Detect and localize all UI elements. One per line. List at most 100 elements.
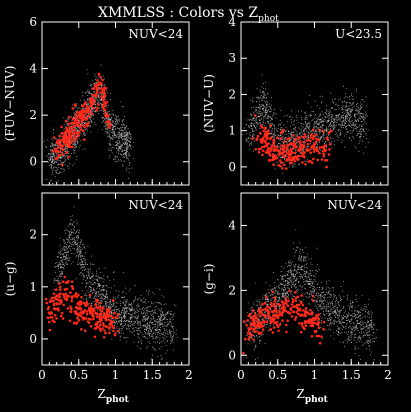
bottom-left-field-point [129, 288, 131, 290]
bottom-left-field-point [159, 309, 161, 311]
bottom-left-field-point [77, 261, 79, 263]
top-right-field-point [352, 137, 354, 139]
top-left-field-point [128, 177, 130, 179]
top-left-field-point [65, 146, 67, 148]
top-left-field-point [78, 146, 80, 149]
top-left-field-point [52, 143, 54, 145]
bottom-left-field-point [71, 224, 73, 226]
top-left-field-point [111, 124, 113, 126]
top-left-field-point [109, 136, 111, 138]
top-left-field-point [125, 137, 128, 140]
bottom-left-field-point [147, 307, 149, 309]
top-left-field-point [73, 112, 75, 114]
bottom-left-field-point [146, 322, 148, 324]
top-left-field-point [112, 125, 114, 127]
top-left-field-point [86, 69, 88, 71]
top-left-field-point [53, 144, 55, 146]
top-left-field-point [117, 155, 119, 157]
bottom-left-field-point [170, 334, 172, 337]
top-left-red-point [102, 107, 105, 111]
top-left-field-point [116, 161, 118, 163]
bottom-left-field-point [160, 311, 162, 313]
top-right-field-point [322, 123, 324, 125]
bottom-left-field-point [154, 349, 156, 351]
top-right-field-point [282, 136, 284, 138]
top-right-field-point [250, 125, 252, 128]
bottom-left-field-point [161, 322, 163, 324]
bottom-left-field-point [108, 313, 111, 315]
bottom-left-field-point [105, 302, 107, 304]
top-right-field-point [291, 110, 293, 112]
top-left-field-point [57, 159, 59, 161]
bottom-left-field-point [133, 316, 135, 318]
top-right-field-point [361, 128, 363, 130]
top-left-field-point [77, 142, 79, 144]
top-right-field-point [320, 127, 322, 129]
bottom-left-field-point [66, 229, 68, 232]
top-left-field-point [79, 99, 81, 101]
top-right-field-point [261, 112, 263, 115]
bottom-left-field-point [146, 312, 148, 314]
top-right-field-point [264, 100, 266, 102]
bottom-left-field-point [91, 276, 93, 278]
top-left-field-point [120, 146, 122, 148]
top-left-field-point [107, 148, 109, 150]
top-right-field-point [357, 102, 359, 105]
top-right-field-point [360, 112, 362, 114]
bottom-left-field-point [139, 323, 141, 325]
top-right-field-point [330, 108, 332, 110]
bottom-left-red-point [108, 331, 111, 335]
top-right-field-point [262, 120, 264, 122]
top-left-field-point [61, 152, 63, 154]
top-left-field-point [91, 115, 93, 117]
bottom-left-red-point [76, 313, 79, 316]
bottom-left-field-point [122, 309, 124, 311]
top-right-field-point [273, 133, 275, 136]
bottom-left-field-point [61, 263, 63, 266]
top-right-field-point [309, 128, 311, 130]
bottom-left-field-point [73, 253, 75, 255]
bottom-left-field-point [70, 263, 72, 265]
top-left-field-point [58, 159, 60, 162]
top-right-field-point [296, 132, 298, 134]
bottom-left-field-point [120, 319, 122, 321]
top-left-field-point [51, 153, 53, 155]
top-left-field-point [63, 127, 65, 130]
bottom-left-field-point [148, 331, 150, 333]
bottom-left-field-point [148, 289, 150, 291]
top-left-field-point [126, 142, 129, 144]
top-left-field-point [126, 147, 128, 149]
bottom-left-field-point [151, 310, 153, 312]
bottom-left-field-point [105, 293, 107, 295]
top-right-field-point [273, 135, 276, 137]
bottom-left-field-point [79, 229, 81, 231]
top-right-field-point [255, 127, 257, 129]
top-right-field-point [250, 113, 252, 115]
top-right-field-point [277, 134, 279, 136]
top-right-field-point [252, 100, 254, 102]
top-right-field-point [248, 137, 250, 139]
bottom-left-field-point [85, 286, 87, 288]
top-right-field-point [250, 142, 252, 144]
top-right-field-point [259, 128, 261, 130]
top-right-field-point [264, 111, 266, 113]
top-right-red-point [317, 138, 320, 142]
top-left-field-point [103, 125, 105, 127]
bottom-left-field-point [117, 309, 119, 311]
top-right-field-point [338, 99, 340, 101]
top-left-field-point [130, 148, 132, 150]
top-right-field-point [314, 117, 316, 119]
top-right-field-point [262, 108, 265, 110]
bottom-left-red-point [116, 313, 120, 317]
bottom-left-field-point [167, 324, 169, 327]
bottom-left-field-point [164, 333, 167, 335]
bottom-left-field-point [161, 323, 163, 325]
top-left-field-point [112, 120, 114, 122]
top-right-field-point [250, 114, 252, 116]
top-left-red-point [64, 143, 68, 147]
bottom-left-field-point [159, 313, 162, 315]
top-right-field-point [313, 127, 315, 129]
bottom-left-field-point [58, 264, 60, 266]
top-left-field-point [98, 86, 100, 88]
top-left-field-point [51, 173, 53, 175]
